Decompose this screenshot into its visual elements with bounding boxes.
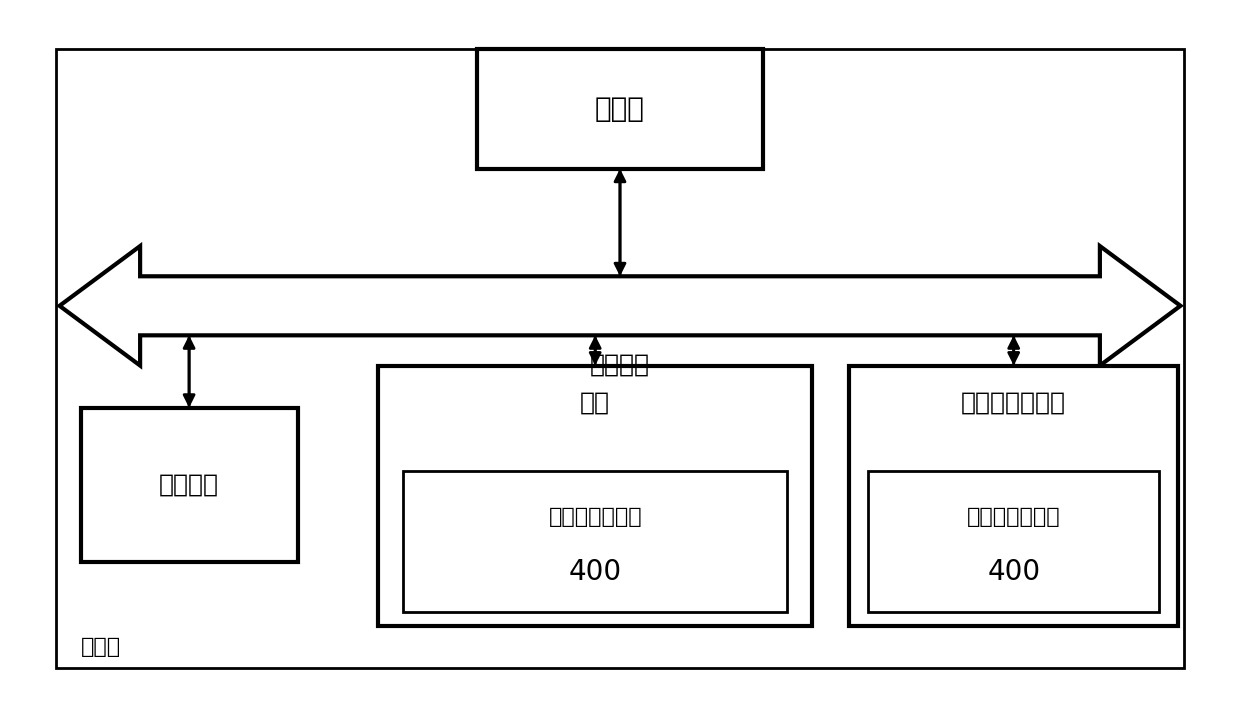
Text: 处理器: 处理器 — [595, 95, 645, 123]
Text: 网络接口: 网络接口 — [159, 473, 219, 497]
Bar — [81, 408, 298, 562]
Bar — [56, 49, 1184, 668]
Bar — [849, 366, 1178, 626]
Text: 内部总线: 内部总线 — [590, 353, 650, 377]
Bar — [403, 471, 787, 612]
Bar — [477, 49, 763, 169]
Text: 400: 400 — [987, 558, 1040, 586]
Text: 非易失性存储器: 非易失性存储器 — [961, 390, 1066, 414]
Text: 内存: 内存 — [580, 390, 610, 414]
Text: 主控台: 主控台 — [81, 638, 120, 657]
Text: 磁共振成像装置: 磁共振成像装置 — [548, 508, 642, 527]
Bar — [378, 366, 812, 626]
Polygon shape — [60, 246, 1180, 366]
Bar — [868, 471, 1159, 612]
Text: 400: 400 — [569, 558, 621, 586]
Text: 磁共振成像装置: 磁共振成像装置 — [967, 508, 1060, 527]
